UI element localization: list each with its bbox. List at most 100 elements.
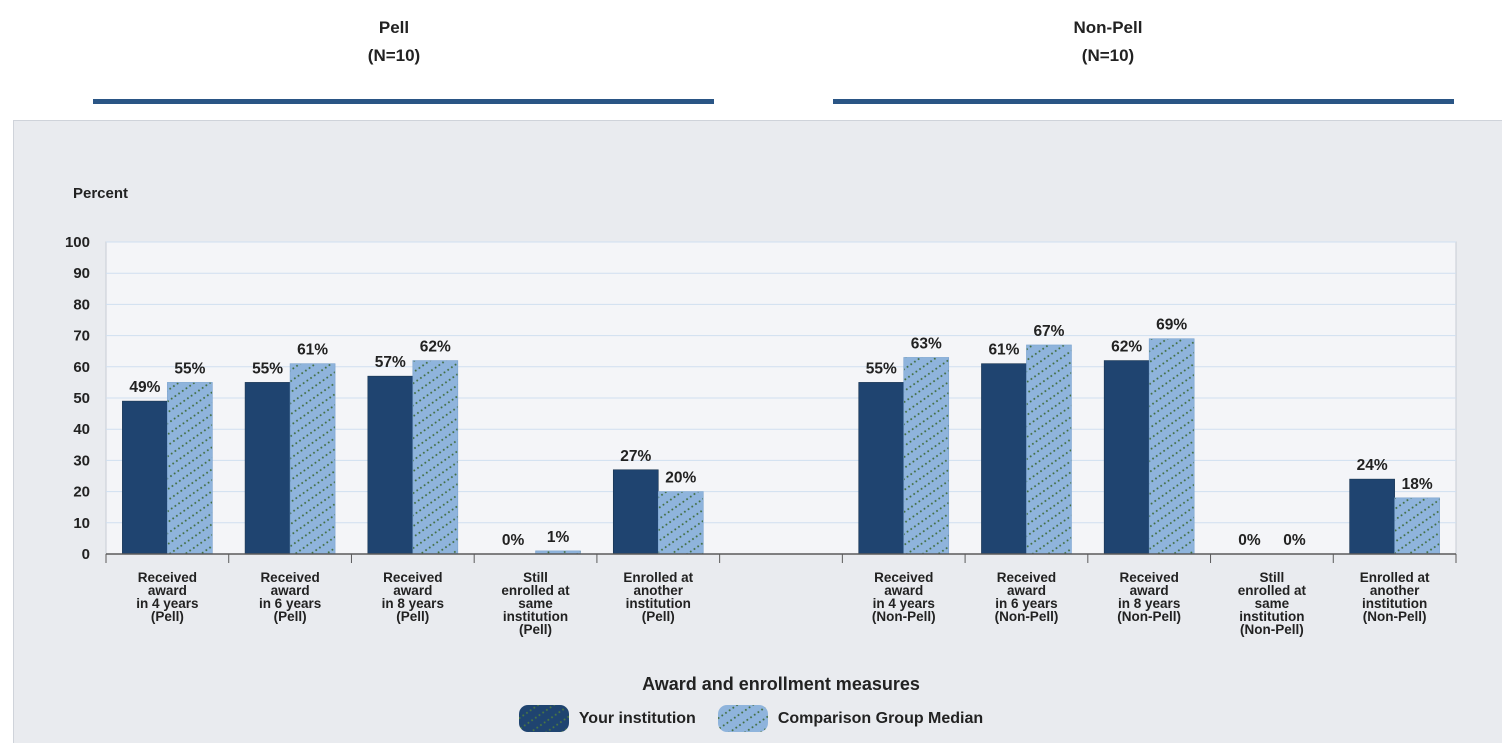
legend-item-your-institution: Your institution	[518, 705, 696, 732]
data-label: 0%	[1238, 532, 1261, 549]
bar-your-institution	[612, 469, 659, 555]
bar-your-institution	[1103, 360, 1150, 555]
bar-your-institution	[367, 375, 414, 555]
data-label: 20%	[665, 470, 696, 487]
category-label: (Non-Pell)	[1240, 622, 1304, 637]
category-label: (Non-Pell)	[1117, 609, 1181, 624]
category-label: Received	[874, 570, 933, 585]
data-label: 62%	[420, 339, 451, 356]
group-header-pell: Pell (N=10)	[294, 14, 494, 70]
data-label: 63%	[911, 335, 942, 352]
bar-your-institution	[858, 382, 905, 555]
category-label: institution	[626, 596, 691, 611]
x-axis-title: Award and enrollment measures	[642, 674, 920, 694]
category-label: in 4 years	[136, 596, 198, 611]
data-label: 61%	[988, 342, 1019, 359]
category-label: in 8 years	[1118, 596, 1180, 611]
bar-your-institution	[1349, 478, 1395, 555]
category-label: award	[148, 583, 187, 598]
group-title: Non-Pell	[1073, 18, 1143, 37]
category-label: Enrolled at	[1360, 570, 1430, 585]
category-label: Received	[383, 570, 442, 585]
legend-swatch-dark	[518, 705, 569, 732]
category-label: in 6 years	[995, 596, 1057, 611]
category-label: enrolled at	[1238, 583, 1307, 598]
data-label: 55%	[174, 360, 205, 377]
y-tick-label: 30	[73, 452, 90, 469]
legend-swatch-light	[717, 705, 768, 732]
legend-item-comparison-median: Comparison Group Median	[717, 705, 984, 732]
data-label: 57%	[375, 354, 406, 371]
legend: Your institution Comparison Group Median	[0, 705, 1502, 732]
data-label: 55%	[252, 360, 283, 377]
data-label: 1%	[547, 529, 570, 546]
data-label: 27%	[620, 448, 651, 465]
data-label: 49%	[129, 379, 160, 396]
bar-comparison-median	[657, 491, 704, 555]
bar-comparison-median	[1148, 338, 1195, 555]
category-label: institution	[1362, 596, 1427, 611]
data-label: 18%	[1402, 476, 1433, 493]
data-label: 24%	[1357, 457, 1388, 474]
category-label: in 8 years	[382, 596, 444, 611]
category-label: in 4 years	[873, 596, 935, 611]
y-tick-label: 50	[73, 390, 90, 407]
y-tick-label: 10	[73, 515, 90, 532]
y-tick-label: 100	[65, 234, 90, 251]
data-label: 0%	[502, 532, 525, 549]
y-tick-label: 80	[73, 296, 90, 313]
bar-your-institution	[122, 400, 168, 555]
category-label: (Pell)	[396, 609, 429, 624]
category-label: Still	[523, 570, 548, 585]
category-label: institution	[1239, 609, 1304, 624]
category-label: same	[1255, 596, 1290, 611]
y-tick-label: 90	[73, 265, 90, 282]
bar-comparison-median	[412, 360, 459, 555]
category-label: (Non-Pell)	[1363, 609, 1427, 624]
category-label: institution	[503, 609, 568, 624]
data-label: 62%	[1111, 339, 1142, 356]
category-label: Still	[1260, 570, 1285, 585]
y-tick-label: 40	[73, 421, 90, 438]
category-label: in 6 years	[259, 596, 321, 611]
category-label: enrolled at	[501, 583, 570, 598]
category-label: another	[1370, 583, 1420, 598]
data-label: 67%	[1033, 323, 1064, 340]
bar-comparison-median	[289, 363, 336, 555]
category-label: same	[518, 596, 553, 611]
category-label: (Pell)	[642, 609, 675, 624]
category-label: Received	[260, 570, 319, 585]
y-axis-title: Percent	[73, 185, 128, 202]
group-count: (N=10)	[367, 46, 421, 65]
category-label: another	[634, 583, 684, 598]
category-label: Enrolled at	[623, 570, 693, 585]
group-count: (N=10)	[1081, 46, 1135, 65]
group-rule-non-pell	[833, 99, 1454, 104]
category-label: Received	[1120, 570, 1179, 585]
category-label: award	[1007, 583, 1046, 598]
category-label: (Non-Pell)	[995, 609, 1059, 624]
bar-your-institution	[244, 382, 291, 555]
group-rule-pell	[93, 99, 714, 104]
category-label: (Pell)	[274, 609, 307, 624]
y-tick-label: 70	[73, 328, 90, 345]
category-label: Received	[997, 570, 1056, 585]
category-label: award	[271, 583, 310, 598]
legend-label: Your institution	[578, 709, 696, 727]
category-label: (Pell)	[519, 622, 552, 637]
legend-label: Comparison Group Median	[777, 709, 984, 727]
group-title: Pell	[378, 18, 410, 37]
group-header-non-pell: Non-Pell (N=10)	[1008, 14, 1208, 70]
category-label: award	[1130, 583, 1169, 598]
data-label: 69%	[1156, 317, 1187, 334]
y-tick-label: 20	[73, 484, 90, 501]
bar-comparison-median	[167, 382, 213, 555]
bar-comparison-median	[1394, 497, 1440, 555]
bar-comparison-median	[1026, 344, 1072, 555]
data-label: 61%	[297, 342, 328, 359]
y-tick-label: 0	[82, 546, 90, 563]
category-label: award	[884, 583, 923, 598]
category-label: (Pell)	[151, 609, 184, 624]
data-label: 0%	[1283, 532, 1306, 549]
